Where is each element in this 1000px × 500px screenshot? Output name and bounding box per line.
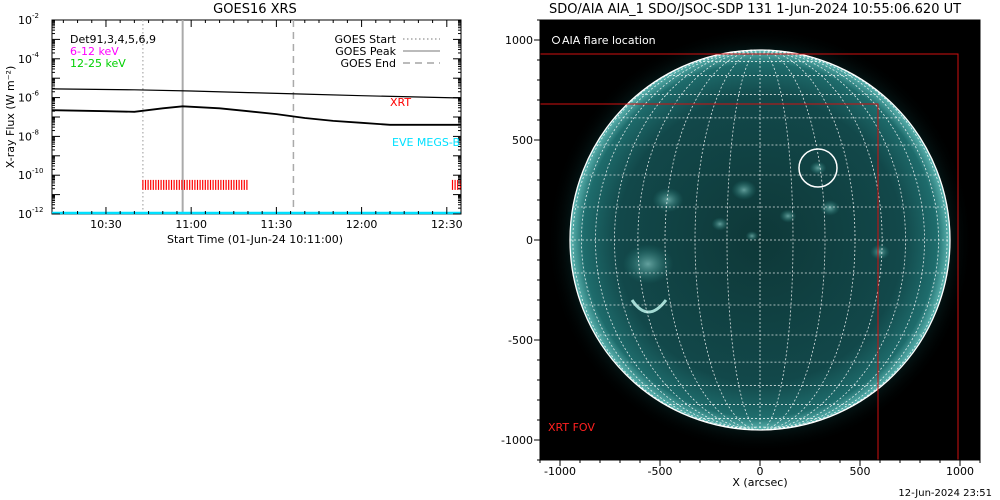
goes-x-tick-label: 12:30 bbox=[431, 218, 463, 231]
solar-limb bbox=[569, 49, 951, 431]
goes-legend-right-entry: GOES End bbox=[340, 57, 396, 70]
footer-timestamp: 12-Jun-2024 23:51 bbox=[898, 488, 992, 499]
aia-x-tick-label: -1000 bbox=[544, 465, 576, 478]
active-region-glow bbox=[622, 244, 674, 284]
aia-x-tick-label: 500 bbox=[850, 465, 871, 478]
active-region-glow bbox=[731, 180, 757, 200]
goes-x-axis-label: Start Time (01-Jun-24 10:11:00) bbox=[167, 233, 343, 246]
legend-flare-marker bbox=[552, 36, 560, 44]
longitude-line bbox=[759, 49, 856, 431]
goes-y-tick-label: 10 bbox=[18, 130, 32, 143]
active-region-glow bbox=[745, 231, 759, 241]
goes-y-tick-label: 10 bbox=[18, 169, 32, 182]
aia-y-tick-label: -500 bbox=[508, 334, 533, 347]
goes-y-tick-label: 10 bbox=[18, 14, 32, 27]
active-region-glow bbox=[711, 217, 729, 231]
goes-x-tick-label: 11:00 bbox=[175, 218, 207, 231]
aia-y-tick-label: 1000 bbox=[505, 34, 533, 47]
goes-legend-right-entry: GOES Peak bbox=[335, 45, 396, 58]
goes-y-tick-exponent: -8 bbox=[32, 128, 39, 136]
goes-y-tick-label: 10 bbox=[18, 53, 32, 66]
bright-loop bbox=[630, 299, 668, 314]
goes-y-tick-exponent: -10 bbox=[32, 167, 43, 175]
aia-image-plot: SDO/AIA AIA_1 SDO/JSOC-SDP 131 1-Jun-202… bbox=[501, 2, 981, 489]
goes-y-axis-label: X-ray Flux (W m⁻²) bbox=[4, 66, 17, 168]
goes-x-tick-label: 10:30 bbox=[90, 218, 122, 231]
aia-x-tick-label: -500 bbox=[648, 465, 673, 478]
eve-annotation: EVE MEGS-B bbox=[392, 136, 460, 149]
goes-series-group bbox=[51, 88, 462, 215]
goes-x-tick-label: 11:30 bbox=[261, 218, 293, 231]
longitude-line bbox=[759, 49, 925, 431]
xrt-fov-label: XRT FOV bbox=[548, 421, 595, 434]
goes-plot-title: GOES16 XRS bbox=[213, 2, 297, 17]
goes-legend-right-entry: GOES Start bbox=[335, 33, 397, 46]
longitude-line bbox=[759, 49, 939, 431]
goes-legend-left-entry: 12-25 keV bbox=[70, 57, 126, 70]
aia-x-tick-label: 1000 bbox=[946, 465, 974, 478]
aia-x-tick-label: 0 bbox=[757, 465, 764, 478]
active-region-glow bbox=[809, 161, 827, 175]
aia-legend-label: AIA flare location bbox=[562, 34, 656, 47]
longitude-line bbox=[637, 49, 761, 431]
longitude-line bbox=[759, 49, 906, 431]
active-regions bbox=[622, 161, 890, 314]
goes-x-axis: 10:30 11:00 11:30 12:00 12:30 bbox=[62, 20, 463, 231]
goes-y-tick-label: 10 bbox=[18, 92, 32, 105]
active-region-glow bbox=[652, 187, 684, 213]
goes-y-tick-exponent: -2 bbox=[32, 12, 39, 20]
outer-box bbox=[540, 53, 959, 460]
active-region-glow bbox=[779, 209, 797, 223]
active-region-glow bbox=[820, 200, 840, 216]
aia-axes: -1000 -500 0 500 1000 1000 500 0 -500 -1000 bbox=[501, 19, 981, 478]
goes-xrs-plot: GOES16 XRS 10:30 11:00 11:30 12:00 12:30 10-… bbox=[4, 2, 463, 246]
goes-legend-left-entry: 6-12 keV bbox=[70, 45, 119, 58]
flare-location-circle bbox=[798, 148, 838, 188]
aia-image-content: XRT FOV AIA flare location bbox=[540, 27, 973, 460]
longitude-line bbox=[726, 49, 761, 431]
goes-y-tick-exponent: -4 bbox=[32, 51, 40, 59]
goes-legend-left-entry: Det91,3,4,5,6,9 bbox=[70, 33, 156, 46]
longitude-line bbox=[581, 49, 761, 431]
longitude-line bbox=[595, 49, 761, 431]
longitude-line bbox=[664, 49, 761, 431]
goes-series-line-0 bbox=[51, 88, 462, 99]
longitude-line bbox=[694, 49, 761, 431]
goes-y-tick-exponent: -12 bbox=[32, 206, 43, 214]
aia-x-axis-label: X (arcsec) bbox=[732, 476, 787, 489]
longitude-line bbox=[614, 49, 761, 431]
xrt-fov-box bbox=[540, 103, 879, 460]
goes-x-tick-label: 12:00 bbox=[346, 218, 378, 231]
aia-y-tick-label: 500 bbox=[512, 134, 533, 147]
longitude-line bbox=[759, 49, 826, 431]
xrt-annotation: XRT bbox=[390, 96, 411, 109]
longitude-line bbox=[759, 49, 794, 431]
goes-series-line-1 bbox=[51, 105, 461, 126]
longitude-line bbox=[759, 49, 883, 431]
goes-y-tick-label: 10 bbox=[18, 208, 32, 221]
aia-plot-title: SDO/AIA AIA_1 SDO/JSOC-SDP 131 1-Jun-202… bbox=[549, 2, 961, 17]
active-region-glow bbox=[870, 244, 890, 260]
goes-y-tick-exponent: -6 bbox=[32, 90, 40, 98]
aia-y-tick-label: -1000 bbox=[501, 434, 533, 447]
aia-y-tick-label: 0 bbox=[526, 234, 533, 247]
